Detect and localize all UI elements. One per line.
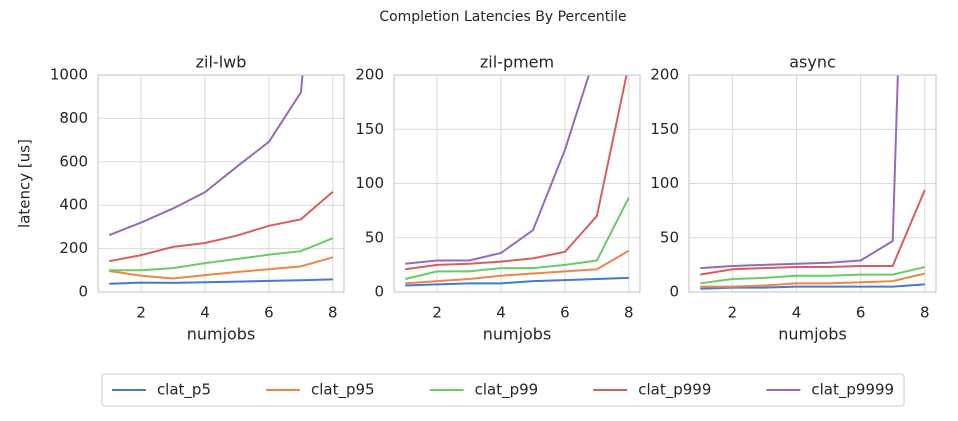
x-tick-label: 2 bbox=[728, 304, 738, 322]
y-tick-label: 800 bbox=[59, 109, 88, 127]
series-line bbox=[109, 237, 334, 272]
series-line bbox=[405, 75, 628, 271]
x-tick-label: 4 bbox=[496, 304, 506, 322]
plot-frame bbox=[97, 74, 345, 293]
plot-frame bbox=[393, 74, 641, 293]
x-tick-label: 4 bbox=[200, 304, 210, 322]
legend-label: clat_p99 bbox=[475, 381, 539, 400]
y-tick-label: 400 bbox=[59, 196, 88, 214]
x-tick-label: 8 bbox=[328, 304, 338, 322]
figure-title: Completion Latencies By Percentile bbox=[379, 9, 626, 25]
subplot-title: async bbox=[789, 53, 836, 72]
subplot: 0 50 100 150 200 2 4 6 8 async numjobs bbox=[650, 53, 937, 344]
x-tick-label: 2 bbox=[432, 304, 442, 322]
subplot: 0 200 400 600 800 1000 2 4 6 8 zil-lwb numjobs laten… bbox=[16, 53, 345, 344]
subplot-title: zil-pmem bbox=[480, 53, 554, 72]
y-tick-label: 150 bbox=[650, 120, 679, 138]
series-line bbox=[700, 75, 899, 270]
x-tick-label: 4 bbox=[792, 304, 802, 322]
y-tick-label: 600 bbox=[59, 152, 88, 170]
legend-label: clat_p999 bbox=[638, 381, 711, 400]
series-line bbox=[405, 75, 590, 265]
y-axis-label: latency [us] bbox=[16, 139, 34, 228]
legend-frame bbox=[101, 373, 905, 407]
plot-frame bbox=[688, 74, 937, 293]
series-line bbox=[700, 283, 925, 290]
y-tick-label: 50 bbox=[365, 228, 384, 246]
y-tick-label: 200 bbox=[650, 66, 679, 84]
legend-label: clat_p95 bbox=[311, 381, 375, 400]
y-tick-label: 50 bbox=[660, 228, 679, 246]
series-line bbox=[700, 272, 926, 288]
y-tick-label: 200 bbox=[355, 66, 384, 84]
x-tick-label: 6 bbox=[560, 304, 570, 322]
legend-label: clat_p5 bbox=[157, 381, 211, 400]
series-line bbox=[109, 278, 333, 285]
series-line bbox=[700, 189, 926, 276]
y-tick-label: 100 bbox=[650, 174, 679, 192]
x-axis-label: numjobs bbox=[187, 325, 256, 344]
series-line bbox=[108, 75, 304, 237]
y-tick-label: 0 bbox=[78, 283, 88, 301]
y-tick-label: 0 bbox=[669, 283, 679, 301]
series-line bbox=[404, 197, 630, 280]
x-tick-label: 6 bbox=[264, 304, 274, 322]
x-tick-label: 8 bbox=[920, 304, 930, 322]
subplot-title: zil-lwb bbox=[196, 53, 247, 72]
y-tick-label: 100 bbox=[355, 174, 384, 192]
series-line bbox=[700, 266, 926, 285]
y-tick-label: 0 bbox=[374, 283, 384, 301]
series-line bbox=[108, 190, 334, 263]
series-line bbox=[109, 256, 334, 280]
x-tick-label: 8 bbox=[624, 304, 634, 322]
y-tick-label: 1000 bbox=[50, 66, 88, 84]
legend: clat_p5 clat_p95 clat_p99 clat_p999 clat_p99… bbox=[101, 373, 905, 407]
series-line bbox=[405, 249, 630, 285]
series-line bbox=[405, 276, 629, 287]
y-tick-label: 200 bbox=[59, 239, 88, 257]
x-tick-label: 6 bbox=[856, 304, 866, 322]
legend-label: clat_p9999 bbox=[811, 381, 894, 400]
subplot: 0 50 100 150 200 2 4 6 8 zil-pmem numjobs bbox=[355, 53, 641, 344]
x-axis-label: numjobs bbox=[778, 325, 847, 344]
x-tick-label: 2 bbox=[136, 304, 146, 322]
y-tick-label: 150 bbox=[355, 120, 384, 138]
x-axis-label: numjobs bbox=[483, 325, 552, 344]
